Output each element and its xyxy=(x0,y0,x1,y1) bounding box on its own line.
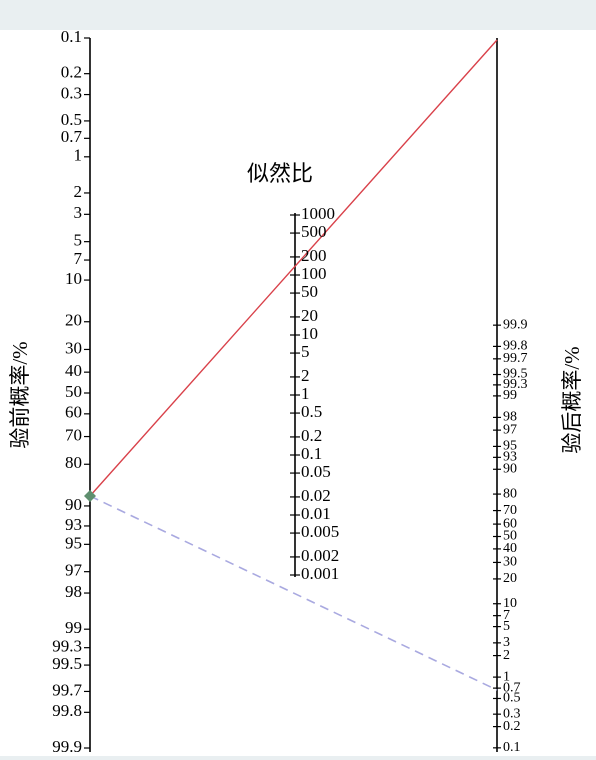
right-tick-label: 99.3 xyxy=(503,377,528,392)
middle-tick-label: 0.002 xyxy=(301,546,339,565)
left-tick-label: 3 xyxy=(74,203,83,222)
right-tick-label: 1 xyxy=(503,669,510,684)
right-tick-label: 99.9 xyxy=(503,317,528,332)
left-tick-label: 99.3 xyxy=(52,637,82,656)
right-tick-label: 70 xyxy=(503,503,517,518)
middle-tick-label: 0.01 xyxy=(301,504,331,523)
left-tick-label: 99.5 xyxy=(52,654,82,673)
middle-tick-label: 0.001 xyxy=(301,564,339,583)
left-tick-label: 93 xyxy=(65,515,82,534)
middle-tick-label: 0.5 xyxy=(301,402,322,421)
left-tick-label: 0.1 xyxy=(61,27,82,46)
right-tick-label: 2 xyxy=(503,648,510,663)
pretest-point xyxy=(84,490,96,502)
right-tick-label: 10 xyxy=(503,596,517,611)
middle-tick-label: 5 xyxy=(301,342,310,361)
left-axis-label: 验前概率/% xyxy=(8,341,32,448)
right-tick-label: 80 xyxy=(503,486,517,501)
right-tick-label: 99.5 xyxy=(503,367,528,382)
right-tick-label: 20 xyxy=(503,571,517,586)
left-tick-label: 0.7 xyxy=(61,127,83,146)
left-tick-label: 0.3 xyxy=(61,83,82,102)
middle-tick-label: 0.1 xyxy=(301,444,322,463)
middle-tick-label: 20 xyxy=(301,306,318,325)
right-tick-label: 60 xyxy=(503,516,517,531)
middle-tick-label: 0.02 xyxy=(301,486,331,505)
right-tick-label: 0.3 xyxy=(503,706,521,721)
left-tick-label: 99.9 xyxy=(52,737,82,756)
right-tick-label: 0.7 xyxy=(503,680,521,695)
left-tick-label: 98 xyxy=(65,582,82,601)
left-tick-label: 5 xyxy=(74,231,83,250)
middle-tick-label: 500 xyxy=(301,222,327,241)
left-tick-label: 99 xyxy=(65,618,82,637)
left-tick-label: 70 xyxy=(65,425,82,444)
left-tick-label: 0.5 xyxy=(61,110,82,129)
middle-tick-label: 200 xyxy=(301,246,327,265)
middle-tick-label: 100 xyxy=(301,264,327,283)
right-tick-label: 0.5 xyxy=(503,691,521,706)
right-tick-label: 7 xyxy=(503,608,510,623)
left-tick-label: 50 xyxy=(65,382,82,401)
right-tick-label: 3 xyxy=(503,635,510,650)
middle-title: 似然比 xyxy=(247,161,313,186)
right-tick-label: 99.7 xyxy=(503,351,528,366)
right-tick-label: 0.2 xyxy=(503,719,521,734)
left-tick-label: 10 xyxy=(65,269,82,288)
right-tick-label: 99 xyxy=(503,388,517,403)
left-tick-label: 2 xyxy=(74,182,83,201)
left-tick-label: 80 xyxy=(65,453,82,472)
right-tick-label: 50 xyxy=(503,529,517,544)
middle-tick-label: 2 xyxy=(301,366,310,385)
right-axis-label: 验后概率/% xyxy=(560,346,584,453)
right-tick-label: 90 xyxy=(503,461,517,476)
middle-tick-label: 0.005 xyxy=(301,522,339,541)
right-tick-label: 98 xyxy=(503,410,517,425)
left-tick-label: 1 xyxy=(74,146,83,165)
right-tick-label: 97 xyxy=(503,422,517,437)
left-tick-label: 7 xyxy=(74,249,83,268)
left-tick-label: 0.2 xyxy=(61,63,82,82)
right-tick-label: 95 xyxy=(503,439,517,454)
left-tick-label: 20 xyxy=(65,311,82,330)
right-tick-label: 40 xyxy=(503,541,517,556)
middle-tick-label: 10 xyxy=(301,324,318,343)
middle-tick-label: 0.05 xyxy=(301,462,331,481)
right-tick-label: 5 xyxy=(503,619,510,634)
right-tick-label: 99.8 xyxy=(503,339,528,354)
middle-tick-label: 50 xyxy=(301,282,318,301)
middle-tick-label: 1000 xyxy=(301,204,335,223)
right-tick-label: 30 xyxy=(503,555,517,570)
positive-line xyxy=(89,39,498,497)
negative-line xyxy=(89,495,498,691)
left-tick-label: 97 xyxy=(65,561,83,580)
left-tick-label: 30 xyxy=(65,338,82,357)
middle-tick-label: 0.2 xyxy=(301,426,322,445)
left-tick-label: 99.8 xyxy=(52,701,82,720)
left-tick-label: 95 xyxy=(65,533,82,552)
left-tick-label: 60 xyxy=(65,403,82,422)
right-tick-label: 0.1 xyxy=(503,740,521,755)
left-tick-label: 40 xyxy=(65,361,82,380)
left-tick-label: 99.7 xyxy=(52,680,82,699)
middle-tick-label: 1 xyxy=(301,384,310,403)
right-tick-label: 93 xyxy=(503,450,517,465)
left-tick-label: 90 xyxy=(65,495,82,514)
